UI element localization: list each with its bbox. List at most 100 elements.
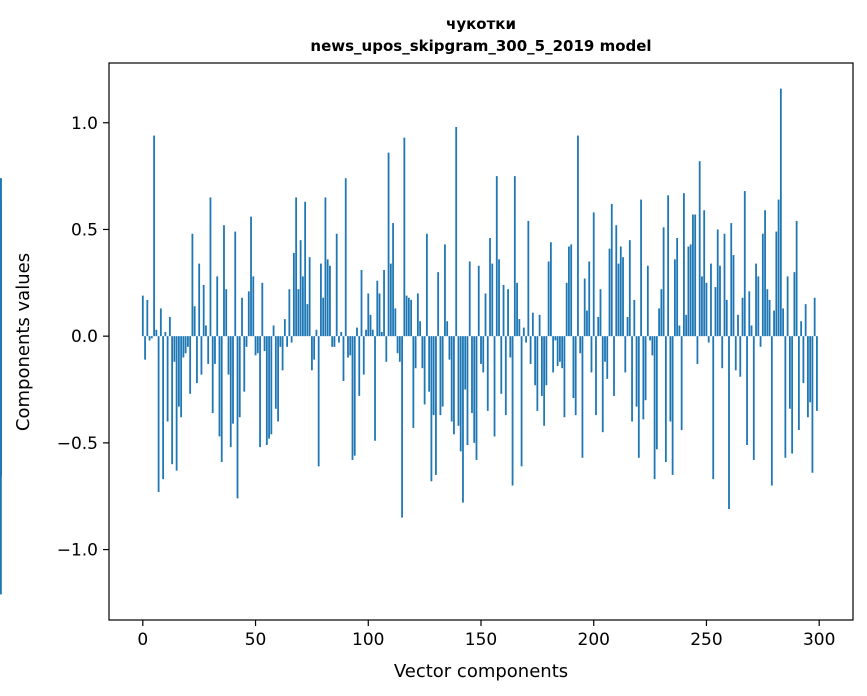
bar-8 (159, 308, 162, 337)
bar-90 (344, 178, 347, 337)
bar-210 (615, 225, 618, 337)
bar-276 (764, 210, 766, 337)
bar-101 (369, 314, 372, 337)
bar-139 (455, 127, 458, 337)
bar-4 (150, 336, 153, 339)
bar-120 (412, 336, 415, 428)
bar-159 (500, 336, 503, 394)
bar-60 (277, 336, 279, 422)
bar-31 (211, 336, 214, 413)
bar-23 (193, 306, 196, 337)
chart-title: чукотки (446, 15, 516, 33)
bar-9 (162, 336, 165, 480)
bar-116 (403, 137, 406, 337)
bar-189 (568, 246, 570, 337)
y-tick-label: 1.0 (71, 114, 98, 134)
bar-216 (628, 240, 631, 337)
bar-238 (678, 325, 681, 337)
bar-97 (360, 270, 363, 337)
x-tick-label: 150 (465, 630, 497, 650)
bar-27 (202, 284, 205, 337)
bar-62 (281, 336, 284, 371)
bar-79 (320, 263, 322, 337)
bar-256 (719, 265, 721, 337)
x-tick-label: 300 (803, 630, 835, 650)
bar-297 (811, 336, 814, 473)
bar-37 (225, 289, 228, 337)
bar-142 (462, 336, 464, 503)
bar-113 (396, 336, 399, 354)
bar-294 (804, 304, 807, 337)
bar-234 (669, 336, 672, 422)
bar-279 (770, 336, 773, 486)
y-axis-ticks: −1.0 −0.5 0.0 0.5 1.0 (57, 114, 109, 561)
bar-50 (254, 336, 257, 356)
bars-group (0, 88, 818, 595)
bar-261 (730, 223, 733, 337)
bar-213 (622, 257, 624, 337)
bar-195 (581, 336, 584, 458)
bar-239 (680, 336, 683, 431)
bar-161 (504, 336, 507, 416)
bar-100 (367, 293, 370, 337)
bar-243 (689, 244, 692, 337)
bar-181 (549, 242, 552, 337)
bar-258 (723, 233, 726, 337)
bar-92 (349, 336, 352, 356)
bar-11 (166, 336, 169, 422)
bar-235 (671, 336, 674, 475)
bar-36 (223, 225, 225, 337)
bar-98 (362, 336, 365, 375)
bar-99 (365, 329, 367, 337)
bar-5 (153, 135, 155, 337)
bar-248 (701, 276, 703, 337)
bar-102 (371, 329, 374, 337)
bar-260 (728, 336, 730, 510)
bar-104 (376, 280, 379, 337)
bar-226 (651, 336, 654, 356)
bar-242 (687, 246, 690, 337)
bar-218 (633, 299, 636, 337)
bar-13 (171, 336, 174, 465)
bar-250 (705, 282, 708, 337)
bar-177 (540, 336, 543, 396)
bar-155 (491, 263, 494, 337)
bar-42 (236, 336, 239, 499)
bar-182 (552, 336, 555, 373)
bar-75 (311, 336, 313, 371)
bar-145 (468, 261, 471, 337)
bar-221 (640, 199, 642, 337)
bar-225 (649, 336, 651, 341)
bar-134 (444, 244, 446, 337)
x-tick-label: 50 (245, 630, 267, 650)
bar-148 (475, 336, 478, 460)
bar-291 (797, 336, 800, 431)
bar-257 (721, 336, 724, 369)
bar-15 (175, 336, 178, 471)
bar-206 (606, 336, 609, 379)
bar-262 (732, 255, 735, 337)
bar-274 (759, 336, 762, 347)
bar-282 (777, 199, 780, 337)
bar-197 (586, 310, 588, 337)
bar-20 (187, 336, 189, 347)
bar-287 (788, 336, 791, 409)
bar-63 (283, 319, 286, 337)
bar-77 (315, 329, 318, 337)
bar-58 (272, 325, 275, 337)
y-tick-label: 0.5 (71, 220, 98, 240)
bar-107 (383, 270, 385, 337)
bar-240 (683, 193, 685, 337)
bar-224 (646, 265, 649, 337)
bar-230 (660, 289, 663, 337)
bar-223 (644, 336, 647, 401)
bar-246 (696, 336, 699, 364)
bar-278 (768, 299, 771, 337)
bar-72 (304, 201, 307, 337)
bar-244 (692, 214, 694, 337)
bar-105 (378, 293, 381, 337)
bar-7 (157, 336, 160, 492)
bar-163 (509, 336, 512, 358)
bar-269 (748, 291, 751, 337)
bar-196 (583, 278, 586, 337)
